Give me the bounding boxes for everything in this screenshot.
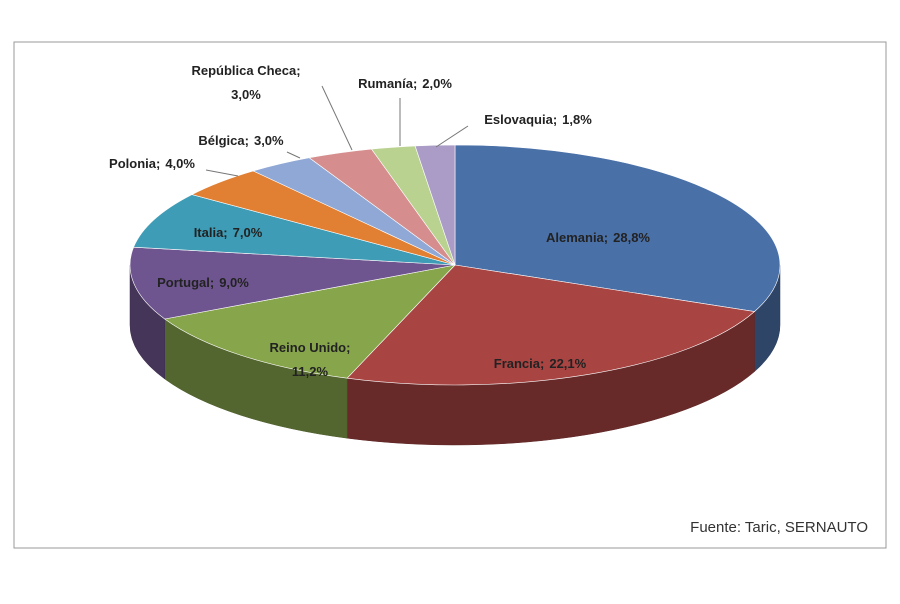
value-label: 7,0% xyxy=(233,225,263,240)
data-label: República Checa; 3,0% xyxy=(191,63,300,102)
value-label: 3,0% xyxy=(254,133,284,148)
pie-slice xyxy=(164,264,456,379)
category-label: Portugal; xyxy=(157,275,214,290)
value-label: 3,0% xyxy=(231,87,261,102)
data-label: Polonia; 4,0% xyxy=(109,156,195,171)
value-label: 28,8% xyxy=(613,230,650,245)
value-label: 1,8% xyxy=(562,112,592,127)
pie-slice xyxy=(454,144,781,312)
pie-slice xyxy=(129,246,456,320)
data-label: Bélgica; 3,0% xyxy=(198,133,284,148)
category-label: Francia; xyxy=(494,356,545,371)
category-label: República Checa; xyxy=(191,63,300,78)
source-note: Fuente: Taric, SERNAUTO xyxy=(690,519,868,536)
labels: Alemania; 28,8% Francia; 22,1% Reino Unido; 1… xyxy=(109,63,650,379)
leader-line xyxy=(205,169,239,177)
category-label: Polonia; xyxy=(109,156,160,171)
data-label: Rumanía; 2,0% xyxy=(358,76,452,91)
leader-line xyxy=(435,125,469,148)
pie-tops xyxy=(129,144,781,386)
value-label: 4,0% xyxy=(165,156,195,171)
data-label: Francia; 22,1% xyxy=(494,356,587,371)
value-label: 2,0% xyxy=(422,76,452,91)
leader-line xyxy=(286,151,301,159)
pie-slice xyxy=(346,264,756,386)
value-label: 22,1% xyxy=(549,356,586,371)
category-label: Italia; xyxy=(194,225,228,240)
category-label: Alemania; xyxy=(546,230,608,245)
data-label: Italia; 7,0% xyxy=(194,225,263,240)
category-label: Bélgica; xyxy=(198,133,249,148)
leader-line xyxy=(321,85,353,151)
value-label: 11,2% xyxy=(292,364,329,379)
value-label: 9,0% xyxy=(219,275,249,290)
data-label: Reino Unido; 11,2% xyxy=(270,340,351,379)
category-label: Reino Unido; xyxy=(270,340,351,355)
pie-slice xyxy=(133,194,456,266)
pie-slice xyxy=(414,144,456,266)
data-label: Alemania; 28,8% xyxy=(546,230,650,245)
pie-sides xyxy=(129,264,781,446)
data-label: Eslovaquia; 1,8% xyxy=(484,112,592,127)
category-label: Rumanía; xyxy=(358,76,417,91)
category-label: Eslovaquia; xyxy=(484,112,557,127)
data-label: Portugal; 9,0% xyxy=(157,275,249,290)
